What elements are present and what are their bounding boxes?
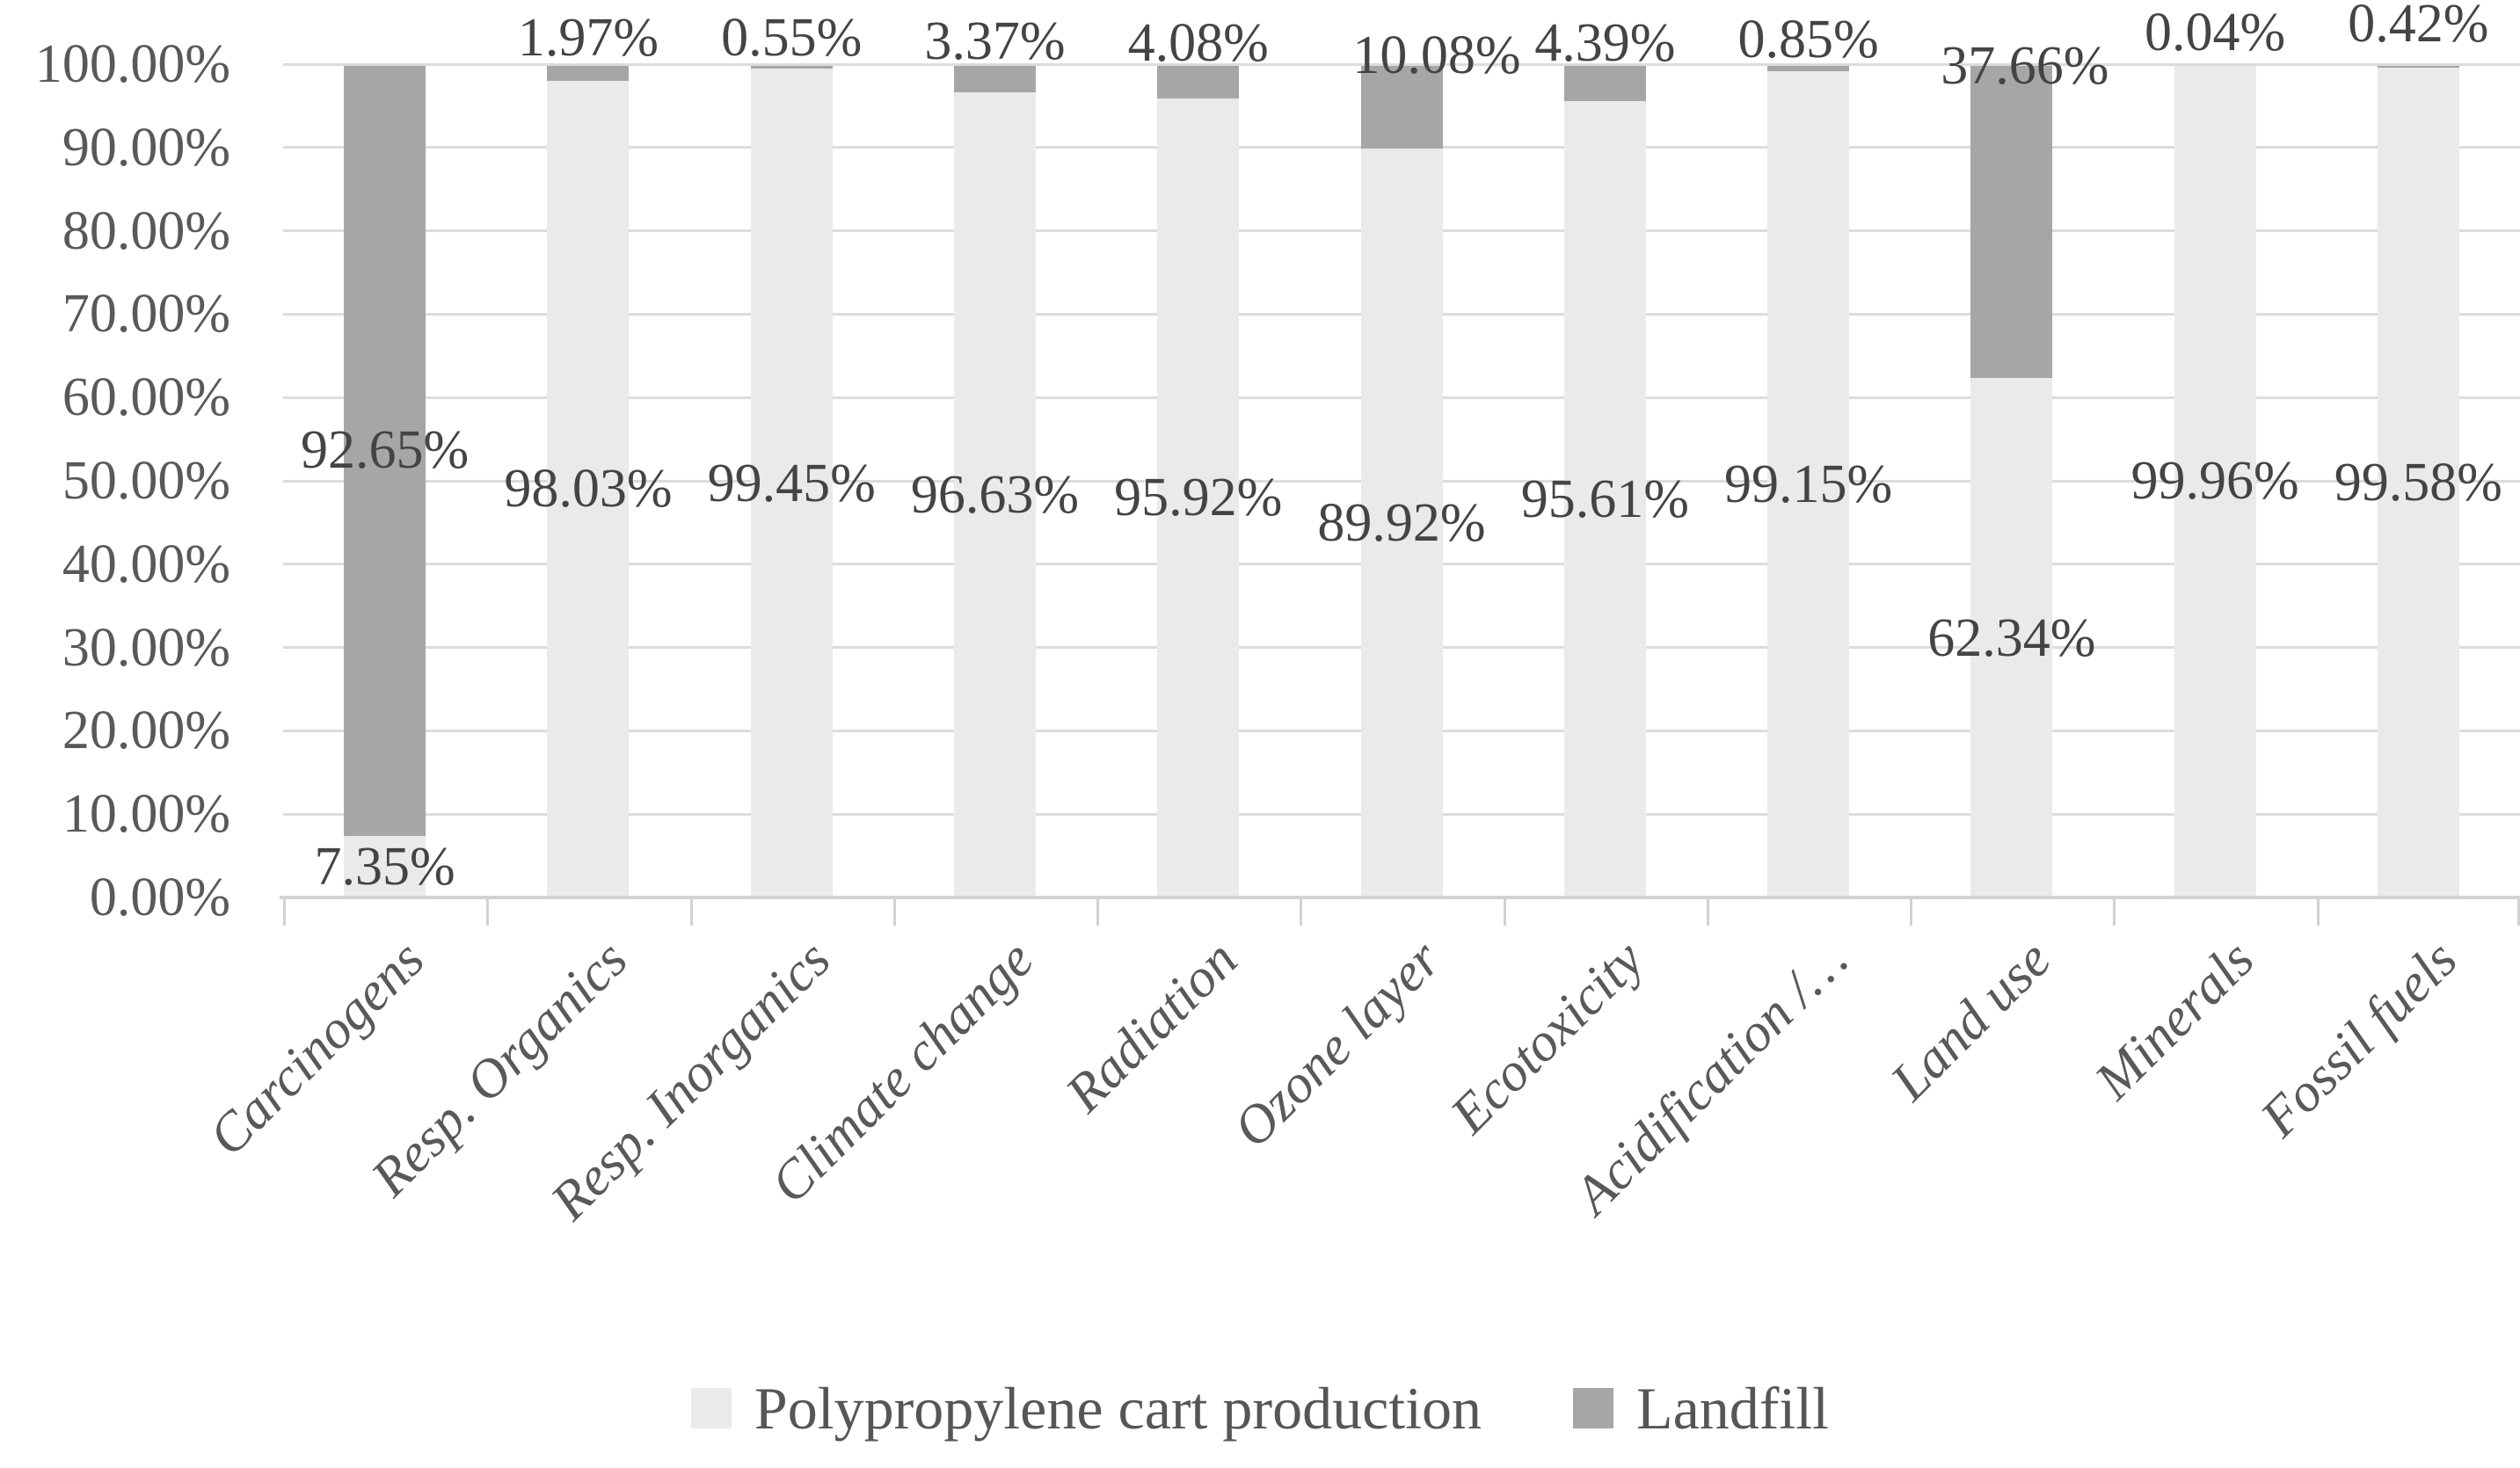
data-label-polypropylene: 99.96% xyxy=(2130,451,2299,512)
x-axis-tick xyxy=(689,898,693,926)
legend-swatch-polypropylene xyxy=(690,1388,732,1428)
y-axis-tick-label: 10.00% xyxy=(62,784,230,845)
legend-label-landfill: Landfill xyxy=(1636,1375,1830,1442)
bar-segment-landfill xyxy=(1157,64,1240,98)
bar-segment-polypropylene xyxy=(750,69,833,898)
y-axis-tick-label: 0.00% xyxy=(89,868,230,927)
x-axis-tick xyxy=(1503,898,1506,926)
data-label-polypropylene: 99.15% xyxy=(1723,454,1893,515)
x-axis-tick xyxy=(2316,898,2320,926)
bar-segment-polypropylene xyxy=(1563,100,1646,898)
category-label: Ecotoxicity xyxy=(1439,929,1656,1145)
y-axis-tick-label: 100.00% xyxy=(34,34,230,94)
category-label: Radiation xyxy=(1054,929,1249,1124)
y-axis-tick-label: 70.00% xyxy=(62,284,230,345)
data-label-landfill: 4.39% xyxy=(1534,13,1676,73)
data-label-landfill: 0.42% xyxy=(2348,0,2489,54)
data-label-polypropylene: 96.63% xyxy=(910,464,1080,525)
legend-item-polypropylene: Polypropylene cart production xyxy=(690,1375,1482,1442)
data-label-landfill: 4.08% xyxy=(1127,13,1269,73)
category-label: Land use xyxy=(1879,929,2063,1112)
data-label-landfill: 3.37% xyxy=(924,11,1066,71)
bar-segment-polypropylene xyxy=(1157,98,1240,898)
data-label-landfill: 1.97% xyxy=(517,8,659,68)
bar-segment-landfill xyxy=(344,64,426,837)
x-axis-tick xyxy=(2517,898,2520,926)
legend-label-polypropylene: Polypropylene cart production xyxy=(754,1375,1482,1442)
bar-segment-landfill xyxy=(953,64,1036,92)
bar-segment-landfill xyxy=(1767,64,1850,72)
bar-segment-polypropylene xyxy=(2174,64,2256,898)
x-axis-tick xyxy=(1300,898,1303,926)
x-axis-line xyxy=(280,896,2520,899)
y-axis-tick-label: 20.00% xyxy=(62,701,230,761)
bar-segment-polypropylene xyxy=(547,80,630,898)
y-axis-tick-label: 40.00% xyxy=(62,534,230,594)
bar-segment-polypropylene xyxy=(2377,67,2459,898)
x-axis-tick xyxy=(283,898,286,926)
bar-segment-landfill xyxy=(1970,64,2053,379)
bar-segment-polypropylene xyxy=(1360,148,1443,898)
x-axis-tick xyxy=(486,898,490,926)
bar-segment-polypropylene xyxy=(953,91,1036,898)
data-label-landfill: 92.65% xyxy=(301,420,470,481)
legend: Polypropylene cart production Landfill xyxy=(0,1377,2520,1440)
x-axis-tick xyxy=(1910,898,1913,926)
category-label: Minerals xyxy=(2084,929,2266,1111)
data-label-polypropylene: 95.92% xyxy=(1114,468,1283,528)
data-label-polypropylene: 99.58% xyxy=(2334,452,2502,512)
data-label-landfill: 10.08% xyxy=(1352,25,1521,85)
bar-segment-landfill xyxy=(1563,64,1646,101)
y-axis-tick-label: 50.00% xyxy=(62,451,230,511)
category-label: Ozone layer xyxy=(1222,929,1453,1159)
data-label-polypropylene: 7.35% xyxy=(314,837,455,898)
bar-segment-polypropylene xyxy=(1767,71,1850,898)
y-axis-tick-label: 30.00% xyxy=(62,617,230,678)
legend-swatch-landfill xyxy=(1573,1388,1614,1428)
data-label-polypropylene: 98.03% xyxy=(504,459,673,520)
bar-segment-polypropylene xyxy=(1970,378,2053,898)
category-label: Fossil fuels xyxy=(2249,929,2469,1149)
data-label-polypropylene: 89.92% xyxy=(1317,492,1486,553)
legend-item-landfill: Landfill xyxy=(1573,1377,1829,1440)
bar-segment-landfill xyxy=(750,64,833,69)
bar-segment-landfill xyxy=(547,64,630,81)
x-axis-tick xyxy=(1706,898,1709,926)
data-label-landfill: 0.04% xyxy=(2145,3,2286,62)
y-axis-tick-label: 80.00% xyxy=(62,200,230,261)
y-axis-tick-label: 90.00% xyxy=(62,117,230,178)
data-label-polypropylene: 95.61% xyxy=(1520,469,1689,529)
data-label-landfill: 0.55% xyxy=(721,8,863,68)
data-label-polypropylene: 99.45% xyxy=(707,453,876,513)
data-label-landfill: 0.85% xyxy=(1737,10,1879,69)
x-axis-tick xyxy=(2113,898,2116,926)
bar-segment-landfill xyxy=(1360,64,1443,149)
y-axis-tick-label: 60.00% xyxy=(62,367,230,428)
gridline xyxy=(283,62,2520,66)
x-axis-tick xyxy=(1096,898,1100,926)
x-axis-tick xyxy=(892,898,896,926)
data-label-landfill: 37.66% xyxy=(1941,36,2109,96)
data-label-polypropylene: 62.34% xyxy=(1927,607,2096,668)
bar-segment-landfill xyxy=(2377,64,2459,68)
bar-segment-polypropylene xyxy=(344,836,426,898)
